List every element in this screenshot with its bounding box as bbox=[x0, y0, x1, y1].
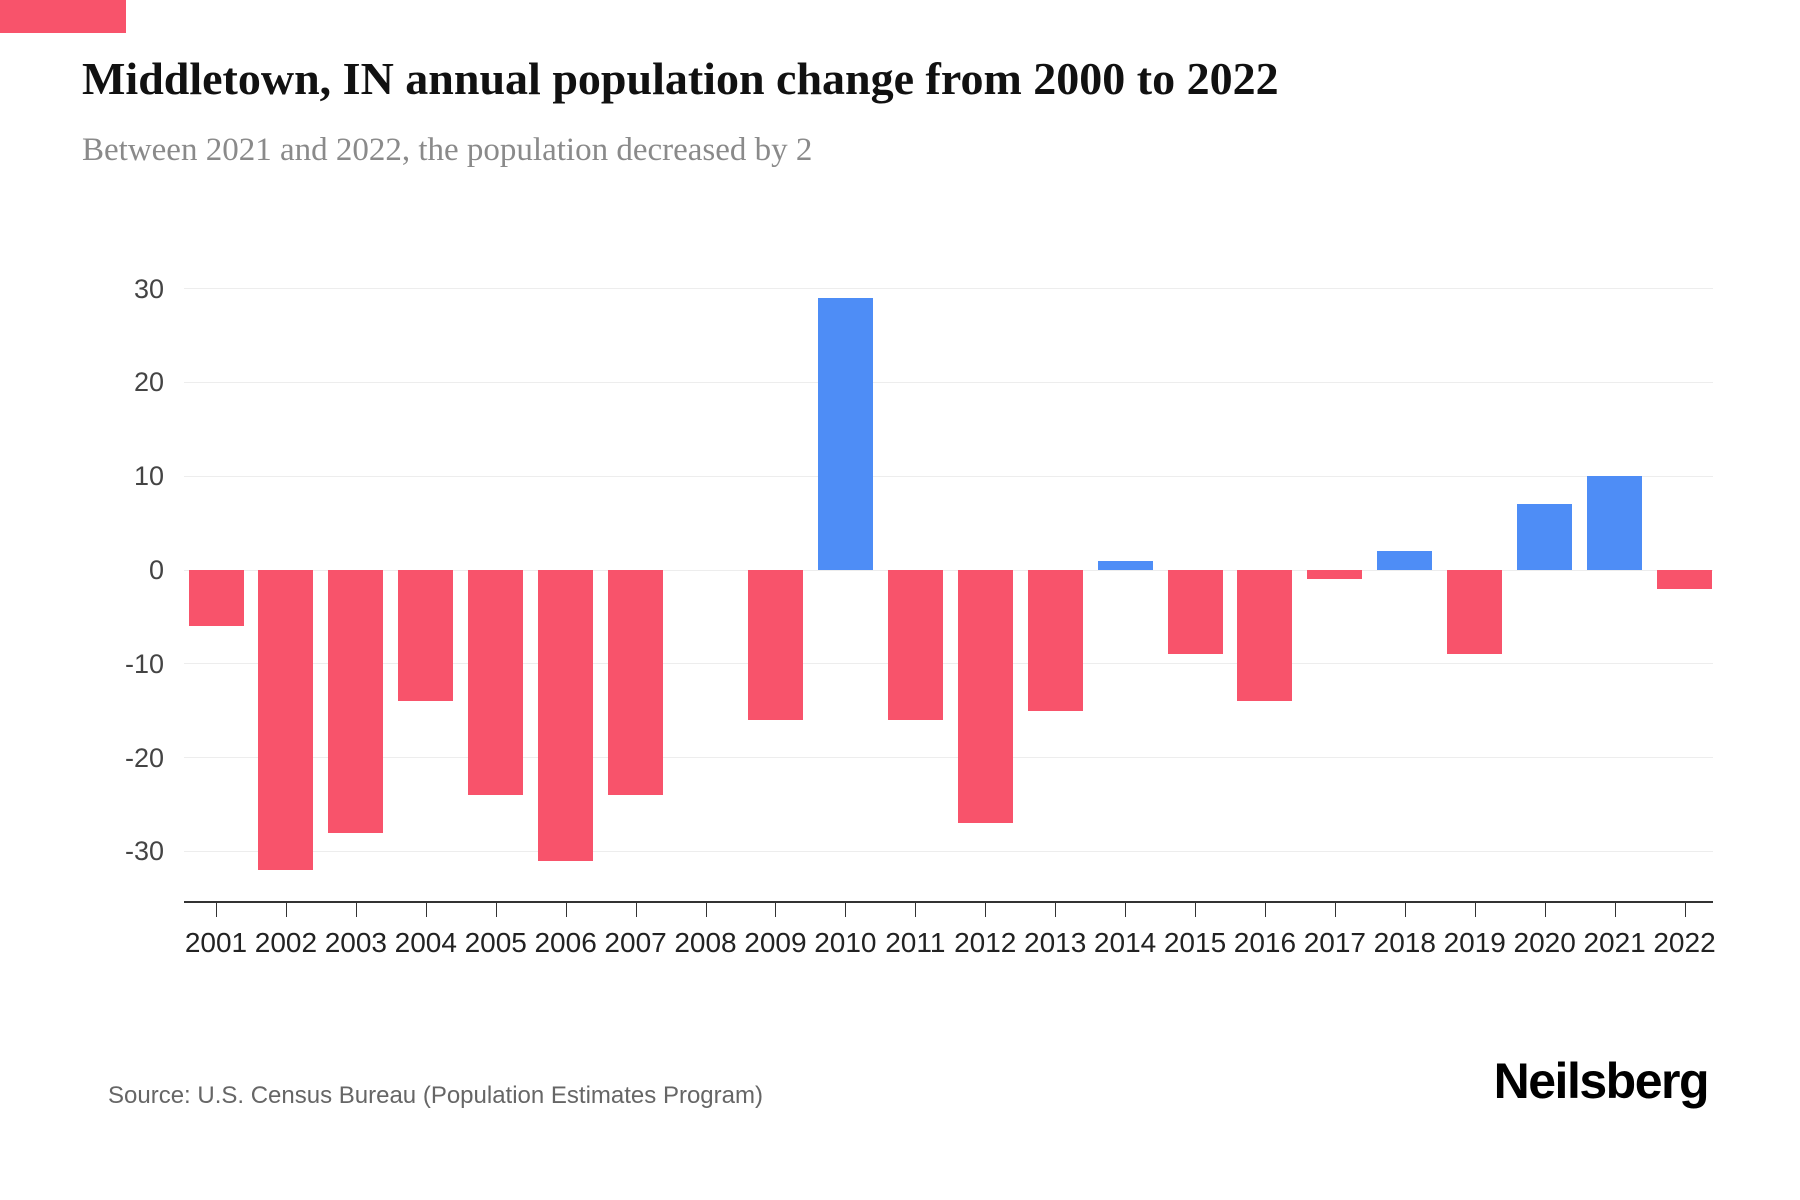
x-axis-tick bbox=[705, 901, 707, 917]
bar bbox=[1657, 570, 1713, 589]
x-axis-tick-label: 2010 bbox=[814, 927, 877, 958]
x-axis-tick bbox=[1055, 901, 1057, 917]
x-axis-tick-label: 2001 bbox=[184, 927, 248, 958]
bar bbox=[1237, 570, 1293, 702]
x-axis-tick-label: 2011 bbox=[885, 927, 946, 958]
x-axis-tick-label: 2021 bbox=[1583, 927, 1646, 958]
gridline bbox=[184, 663, 1713, 665]
bar bbox=[608, 570, 664, 796]
gridline bbox=[184, 475, 1713, 477]
x-axis-tick bbox=[565, 901, 567, 917]
bar bbox=[887, 570, 943, 721]
y-axis-tick-label: 0 bbox=[148, 555, 164, 585]
x-axis-tick-label: 2018 bbox=[1373, 927, 1436, 958]
x-axis-tick bbox=[1614, 901, 1616, 917]
x-axis-tick-label: 2006 bbox=[534, 927, 597, 958]
bar bbox=[1587, 476, 1643, 570]
x-axis-tick bbox=[1544, 901, 1546, 917]
x-axis-tick-label: 2005 bbox=[464, 927, 527, 958]
top-accent-bar bbox=[0, 0, 126, 33]
bar bbox=[1097, 560, 1153, 570]
x-axis-tick-label: 2007 bbox=[604, 927, 667, 958]
x-axis-tick bbox=[285, 901, 287, 917]
x-axis-tick bbox=[775, 901, 777, 917]
bar bbox=[328, 570, 384, 833]
x-axis-tick-label: 2022 bbox=[1653, 927, 1716, 958]
bar bbox=[258, 570, 314, 871]
gridline bbox=[184, 288, 1713, 290]
x-axis-tick bbox=[495, 901, 497, 917]
x-axis-tick-label: 2004 bbox=[394, 927, 457, 958]
x-axis-tick bbox=[355, 901, 357, 917]
x-axis-tick bbox=[845, 901, 847, 917]
x-axis-tick-label: 2012 bbox=[954, 927, 1017, 958]
x-axis-tick-label: 2017 bbox=[1303, 927, 1367, 958]
y-axis-tick-label: 30 bbox=[133, 273, 164, 304]
chart-title: Middletown, IN annual population change … bbox=[82, 53, 1279, 104]
x-axis-tick-label: 2015 bbox=[1163, 927, 1227, 958]
bar bbox=[1307, 570, 1363, 580]
x-axis-tick-label: 2019 bbox=[1443, 927, 1506, 958]
bar bbox=[1517, 504, 1573, 570]
x-axis-tick bbox=[1334, 901, 1336, 917]
x-axis-tick-label: 2014 bbox=[1093, 927, 1157, 958]
y-axis-tick-label: 10 bbox=[133, 461, 164, 492]
x-axis-tick bbox=[1125, 901, 1127, 917]
x-axis-tick bbox=[1684, 901, 1686, 917]
neilsberg-logo[interactable]: Neilsberg bbox=[1493, 1053, 1710, 1109]
x-axis-tick bbox=[985, 901, 987, 917]
x-axis-tick bbox=[1264, 901, 1266, 917]
x-axis-tick-label: 2008 bbox=[674, 927, 737, 958]
bar bbox=[1377, 551, 1433, 570]
x-axis-line bbox=[184, 901, 1713, 903]
x-axis-tick bbox=[1474, 901, 1476, 917]
x-axis-tick bbox=[635, 901, 637, 917]
bar bbox=[538, 570, 594, 861]
gridline bbox=[184, 569, 1713, 571]
chart-subtitle: Between 2021 and 2022, the population de… bbox=[82, 132, 813, 168]
bar bbox=[1027, 570, 1083, 711]
x-axis-tick bbox=[216, 901, 217, 917]
y-axis-tick-label: 20 bbox=[133, 367, 164, 398]
bar bbox=[468, 570, 524, 796]
bar bbox=[398, 570, 454, 702]
x-axis-tick-label: 2002 bbox=[254, 927, 318, 958]
x-axis-tick-label: 2003 bbox=[324, 927, 387, 958]
gridline bbox=[184, 381, 1713, 383]
x-axis-tick-label: 2016 bbox=[1233, 927, 1297, 958]
y-axis-tick-label: -20 bbox=[124, 742, 164, 773]
gridline bbox=[184, 850, 1713, 852]
x-axis-tick-label: 2020 bbox=[1513, 927, 1576, 958]
bar bbox=[957, 570, 1013, 824]
x-axis-tick bbox=[1195, 901, 1197, 917]
gridline bbox=[184, 757, 1713, 759]
bar bbox=[1447, 570, 1503, 655]
x-axis-tick bbox=[915, 901, 917, 917]
bar bbox=[188, 570, 244, 627]
y-axis-tick-label: -30 bbox=[124, 836, 164, 867]
x-axis-tick-label: 2009 bbox=[744, 927, 807, 958]
y-axis-tick-label: -10 bbox=[124, 648, 164, 679]
bar bbox=[1167, 570, 1223, 655]
bar bbox=[817, 297, 873, 570]
source-text: Source: U.S. Census Bureau (Population E… bbox=[108, 1082, 763, 1109]
x-axis-tick bbox=[425, 901, 427, 917]
bar bbox=[747, 570, 803, 721]
x-axis-tick-label: 2013 bbox=[1024, 927, 1087, 958]
x-axis-tick bbox=[1404, 901, 1406, 917]
